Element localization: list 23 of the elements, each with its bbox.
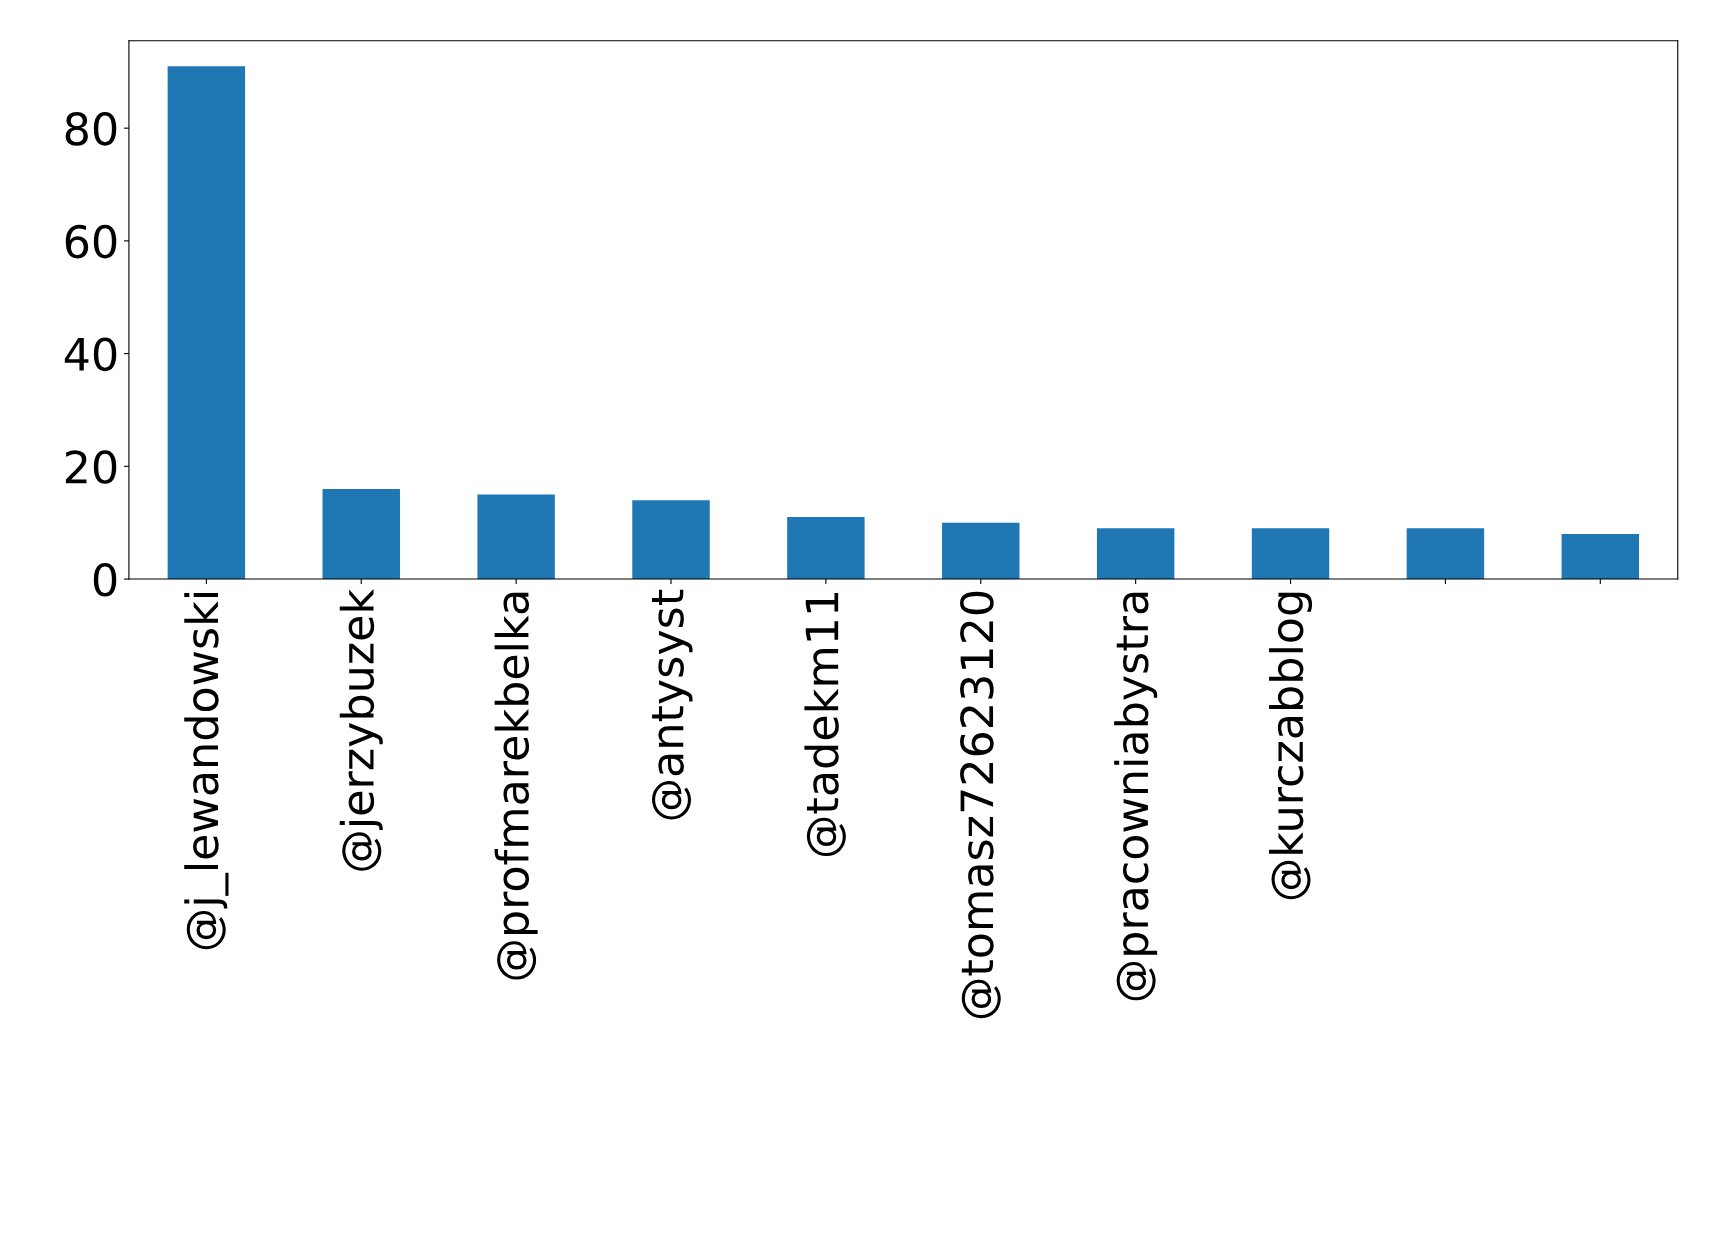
- y-tick-label: 80: [65, 112, 117, 146]
- bar: [167, 66, 246, 580]
- x-tick-label: @profmarekbelka: [494, 592, 538, 980]
- y-tick-label: 60: [65, 224, 117, 259]
- y-tick-label: 40: [64, 337, 117, 372]
- x-tick-label: @pracowniabystra: [1114, 592, 1158, 1001]
- bar: [1561, 533, 1640, 580]
- bar: [1251, 528, 1330, 580]
- y-tick-label: 0: [93, 562, 117, 597]
- bar: [1096, 528, 1175, 580]
- bar: [322, 488, 400, 580]
- x-tick-label: @tomasz72623120: [960, 591, 1001, 1019]
- bar: [632, 500, 710, 580]
- bar: [1406, 528, 1485, 580]
- x-tick-label: @kurczabblog: [1269, 592, 1313, 900]
- x-tick-label: @antysyst: [651, 589, 693, 820]
- x-tick-label: @tadekm11: [804, 592, 846, 857]
- bar: [942, 522, 1020, 580]
- bar: [477, 494, 555, 580]
- x-tick-label: @j_lewandowski: [184, 592, 229, 950]
- y-tick-label: 20: [65, 450, 117, 484]
- x-tick-label: @jerzybuzek: [339, 588, 383, 871]
- bar: [787, 517, 865, 580]
